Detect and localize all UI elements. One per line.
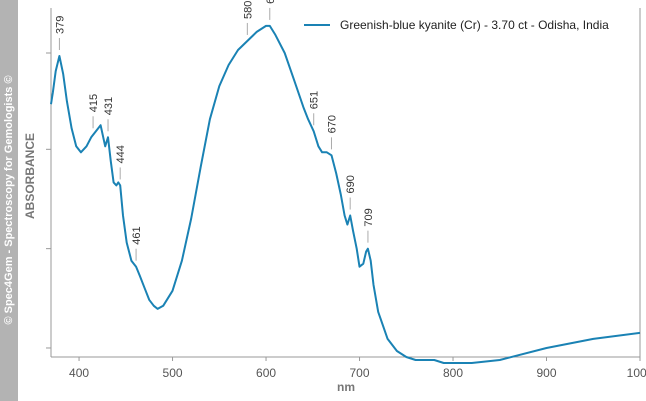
legend-label: Greenish-blue kyanite (Cr) - 3.70 ct - O…: [340, 18, 609, 32]
peak-label-415: 415: [88, 94, 100, 112]
x-tick-label-1000: 1000: [627, 366, 646, 380]
peak-label-709: 709: [363, 208, 375, 226]
x-tick-label-500: 500: [163, 366, 183, 380]
peak-label-444: 444: [115, 145, 127, 163]
axes: [50, 8, 641, 358]
x-tick-label-600: 600: [256, 366, 276, 380]
x-tick-label-800: 800: [443, 366, 463, 380]
peak-label-670: 670: [326, 115, 338, 133]
x-tick-label-900: 900: [536, 366, 556, 380]
peak-label-379: 379: [54, 16, 66, 34]
peak-label-690: 690: [345, 175, 357, 193]
peak-label-604: 604: [265, 0, 277, 4]
peak-label-651: 651: [309, 91, 321, 109]
spectrum-line-0: [50, 24, 641, 364]
peak-label-580: 580: [242, 1, 254, 19]
x-tick-label-700: 700: [350, 366, 370, 380]
x-tick-label-400: 400: [69, 366, 89, 380]
ticks: 400 500 600 700 800 900 1000: [46, 52, 646, 380]
series-group: [50, 24, 641, 364]
watermark-banner: © Spec4Gem - Spectroscopy for Gemologist…: [0, 0, 18, 401]
legend: Greenish-blue kyanite (Cr) - 3.70 ct - O…: [304, 18, 609, 32]
peak-label-461: 461: [131, 226, 143, 244]
peak-label-431: 431: [103, 97, 115, 115]
x-axis-title: nm: [337, 380, 355, 394]
